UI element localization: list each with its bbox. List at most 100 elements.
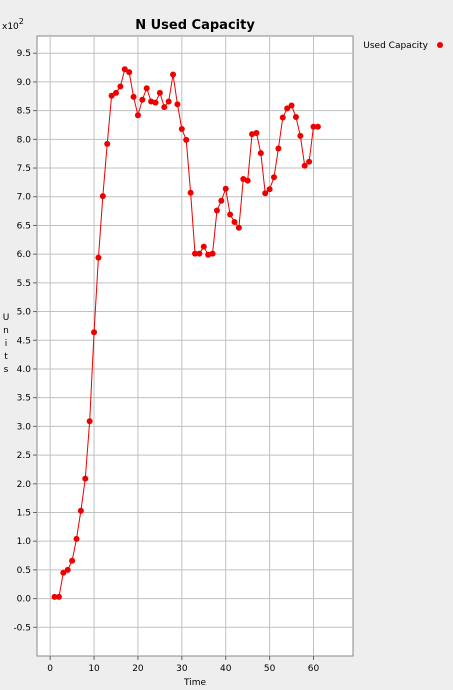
x-tick-label: 20	[132, 664, 144, 674]
data-point	[156, 89, 163, 96]
data-point	[235, 224, 242, 231]
data-point	[108, 92, 115, 99]
data-point	[288, 102, 295, 109]
data-point	[104, 140, 111, 147]
legend-marker	[437, 42, 443, 48]
legend: Used Capacity	[363, 41, 443, 51]
data-point	[86, 418, 93, 425]
x-tick-label: 0	[47, 664, 53, 674]
data-point	[244, 177, 251, 184]
data-point	[117, 83, 124, 90]
data-point	[266, 186, 273, 193]
y-axis-label-char: s	[4, 365, 9, 375]
data-point	[113, 89, 119, 96]
data-point	[178, 126, 185, 132]
y-tick-label: 2.5	[17, 451, 31, 461]
data-point	[310, 123, 317, 130]
data-point	[82, 475, 89, 482]
x-tick-label: 30	[176, 664, 188, 674]
data-point	[196, 250, 203, 257]
data-point	[170, 71, 177, 78]
y-multiplier-exponent: 2	[19, 17, 24, 26]
data-point	[69, 557, 76, 564]
data-point	[126, 69, 133, 76]
y-tick-label: 0.5	[17, 566, 31, 576]
y-axis-label-char: n	[3, 326, 9, 336]
data-point	[200, 243, 207, 250]
series	[51, 66, 321, 600]
data-point	[174, 101, 181, 108]
y-tick-label: 5.5	[17, 279, 31, 289]
y-tick-label: 0.0	[17, 595, 32, 605]
y-tick-label: 9.5	[17, 49, 31, 59]
y-axis-label-char: i	[5, 339, 8, 349]
data-point	[77, 507, 84, 514]
x-tick-label: 50	[264, 664, 276, 674]
data-point	[130, 93, 137, 100]
data-point	[218, 197, 225, 204]
y-tick-label: 7.5	[17, 164, 31, 174]
data-point	[64, 566, 71, 573]
data-point	[314, 123, 321, 130]
y-tick-label: 4.0	[17, 365, 32, 375]
y-axis-label-char: t	[4, 352, 8, 362]
data-point	[306, 158, 313, 165]
data-point	[60, 569, 67, 576]
data-point	[95, 254, 102, 261]
y-tick-label: 4.5	[17, 336, 31, 346]
data-point	[231, 219, 238, 225]
axes: 0 10 20 30 40 50 60 -0.5 0.0 0.5 1.0 1.5 2.0 2.5 3.0 3.…	[13, 49, 319, 674]
data-point	[55, 593, 62, 600]
data-point	[257, 150, 264, 157]
data-point	[279, 114, 286, 121]
data-point	[192, 250, 198, 257]
data-point	[139, 96, 146, 103]
y-tick-label: 5.0	[17, 308, 32, 318]
data-point	[213, 207, 220, 214]
y-tick-label: 3.5	[17, 394, 31, 404]
y-tick-label: 1.0	[17, 537, 32, 547]
x-tick-label: 60	[308, 664, 320, 674]
x-axis-label: Time	[183, 678, 206, 688]
data-point	[222, 185, 229, 192]
plot-area	[36, 35, 354, 657]
x-tick-label: 10	[88, 664, 100, 674]
y-tick-label: 8.5	[17, 107, 31, 117]
data-point	[271, 174, 277, 181]
y-tick-label: 8.0	[17, 135, 32, 145]
y-tick-label: 6.5	[17, 221, 31, 231]
data-point	[161, 104, 168, 111]
data-point	[165, 98, 172, 105]
data-point	[187, 189, 194, 196]
data-point	[152, 99, 159, 106]
data-point	[301, 162, 308, 169]
x-tick-label: 40	[220, 664, 232, 674]
data-point	[262, 190, 269, 197]
chart-title: N Used Capacity	[135, 18, 255, 33]
data-point	[292, 113, 299, 120]
y-tick-label: 7.0	[17, 193, 32, 203]
grid	[37, 36, 353, 656]
y-tick-label: 9.0	[17, 78, 32, 88]
data-point	[209, 250, 216, 257]
y-tick-label: -0.5	[13, 623, 31, 633]
y-tick-label: 1.5	[17, 508, 31, 518]
data-point	[73, 535, 80, 542]
data-point	[143, 85, 150, 92]
legend-label: Used Capacity	[363, 41, 428, 51]
y-multiplier-label: x102	[2, 17, 24, 32]
data-point	[99, 193, 106, 200]
data-point	[297, 132, 304, 139]
y-tick-label: 3.0	[17, 422, 32, 432]
data-point	[253, 130, 260, 137]
data-point	[121, 66, 128, 73]
data-point	[91, 329, 98, 336]
y-tick-label: 6.0	[17, 250, 32, 260]
y-tick-label: 2.0	[17, 480, 32, 490]
y-axis-label-char: U	[3, 313, 10, 323]
data-point	[275, 145, 282, 152]
data-point	[227, 211, 234, 218]
data-point	[134, 112, 141, 119]
